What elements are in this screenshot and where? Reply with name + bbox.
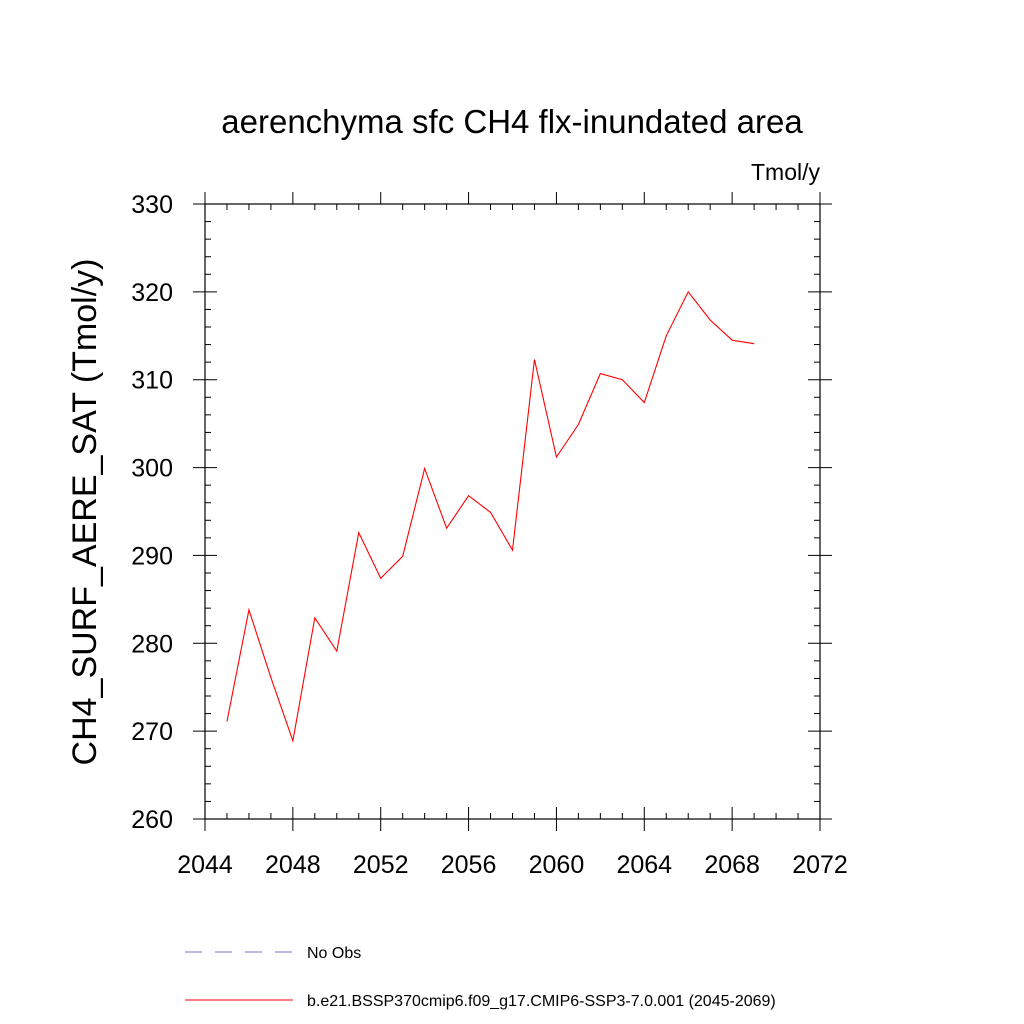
y-tick-labels: 260 270 280 290 300 310 320 330	[131, 191, 173, 834]
x-tick-label: 2068	[704, 851, 760, 879]
units-label: Tmol/y	[751, 159, 821, 185]
x-tick-labels: 2044 2048 2052 2056 2060 2064 2068 2072	[177, 851, 848, 879]
x-tick-label: 2060	[529, 851, 585, 879]
x-tick-label: 2064	[616, 851, 672, 879]
y-tick-label: 280	[131, 630, 173, 658]
series-layer	[226, 290, 755, 743]
y-tick-label: 290	[131, 542, 173, 570]
chart-title: aerenchyma sfc CH4 flx-inundated area	[221, 103, 803, 140]
y-tick-label: 330	[131, 191, 173, 219]
legend-label: No Obs	[307, 945, 361, 962]
x-tick-label: 2044	[177, 851, 233, 879]
y-tick-label: 270	[131, 718, 173, 746]
x-tick-label: 2056	[441, 851, 497, 879]
y-axis-label: CH4_SURF_AERE_SAT (Tmol/y)	[66, 259, 104, 766]
y-tick-label: 300	[131, 455, 173, 483]
plot-frame	[204, 203, 821, 820]
y-tick-label: 320	[131, 279, 173, 307]
legend-label: b.e21.BSSP370cmip6.f09_g17.CMIP6-SSP3-7.…	[307, 993, 776, 1010]
axis-ticks	[193, 192, 832, 831]
x-tick-label: 2048	[265, 851, 321, 879]
x-tick-label: 2052	[353, 851, 409, 879]
x-tick-label: 2072	[792, 851, 848, 879]
y-tick-label: 310	[131, 367, 173, 395]
y-tick-label: 260	[131, 806, 173, 834]
legend: No Obs b.e21.BSSP370cmip6.f09_g17.CMIP6-S…	[185, 945, 776, 1010]
series-line	[226, 290, 755, 743]
